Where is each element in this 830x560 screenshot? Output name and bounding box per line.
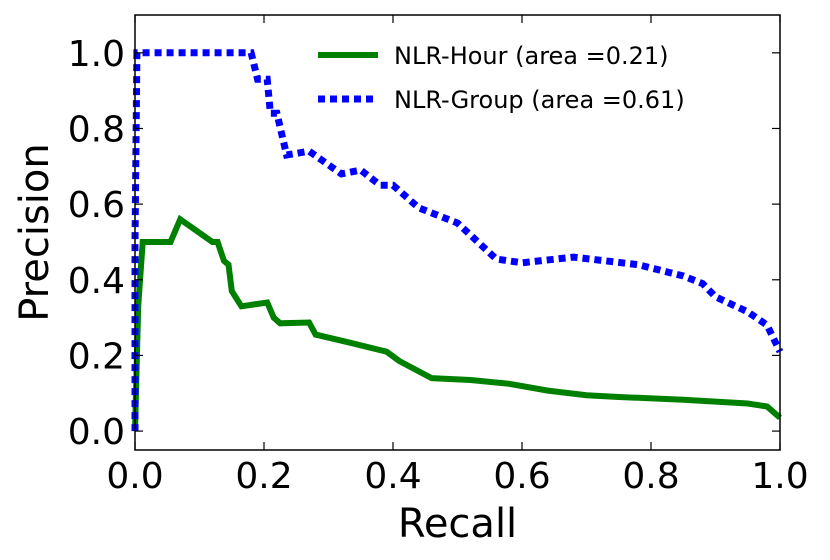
plot-area (135, 15, 780, 450)
series-line-2 (131, 49, 784, 432)
series-layer (131, 49, 784, 432)
y-axis-label: Precision (12, 143, 58, 321)
x-tick-label: 0.6 (493, 456, 550, 497)
x-axis-label: Recall (398, 501, 517, 547)
x-tick-label: 0.2 (235, 456, 292, 497)
series-line-1 (132, 214, 782, 432)
legend-label-2: NLR-Group (area =0.61) (394, 86, 685, 114)
plot-frame (134, 14, 781, 451)
y-tick-label: 0.2 (68, 336, 125, 377)
x-tick-label: 1.0 (751, 456, 808, 497)
y-tick-label: 0.6 (68, 185, 125, 226)
x-tick-label: 0.8 (622, 456, 679, 497)
x-tick-label: 0.0 (106, 456, 163, 497)
y-tick-label: 0.0 (68, 412, 125, 453)
y-tick-label: 0.8 (68, 109, 125, 150)
x-tick-label: 0.4 (364, 456, 421, 497)
legend: NLR-Hour (area =0.21) NLR-Group (area =0.… (318, 42, 685, 114)
axes-layer: 0.0 0.2 0.4 0.6 0.8 1.0 0.0 0.2 0.4 0.6 0.8 1.0 (68, 15, 809, 497)
legend-label-1: NLR-Hour (area =0.21) (394, 42, 669, 70)
y-tick-label: 1.0 (68, 34, 125, 75)
y-tick-label: 0.4 (68, 261, 125, 302)
